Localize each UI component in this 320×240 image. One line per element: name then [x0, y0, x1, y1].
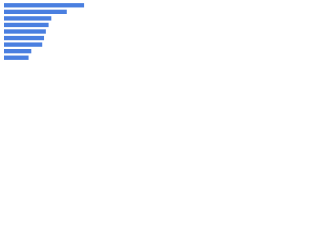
- bar: [4, 49, 32, 54]
- page: {"chart_data": {"type": "bar", "orientat…: [0, 0, 320, 71]
- chart: [4, 3, 85, 60]
- bar: [4, 35, 45, 41]
- bar: [4, 29, 46, 34]
- bar: [4, 42, 43, 47]
- bar: [4, 22, 49, 28]
- bar: [4, 55, 29, 60]
- bar: [4, 3, 85, 8]
- bar: [4, 9, 67, 14]
- bar: [4, 16, 52, 21]
